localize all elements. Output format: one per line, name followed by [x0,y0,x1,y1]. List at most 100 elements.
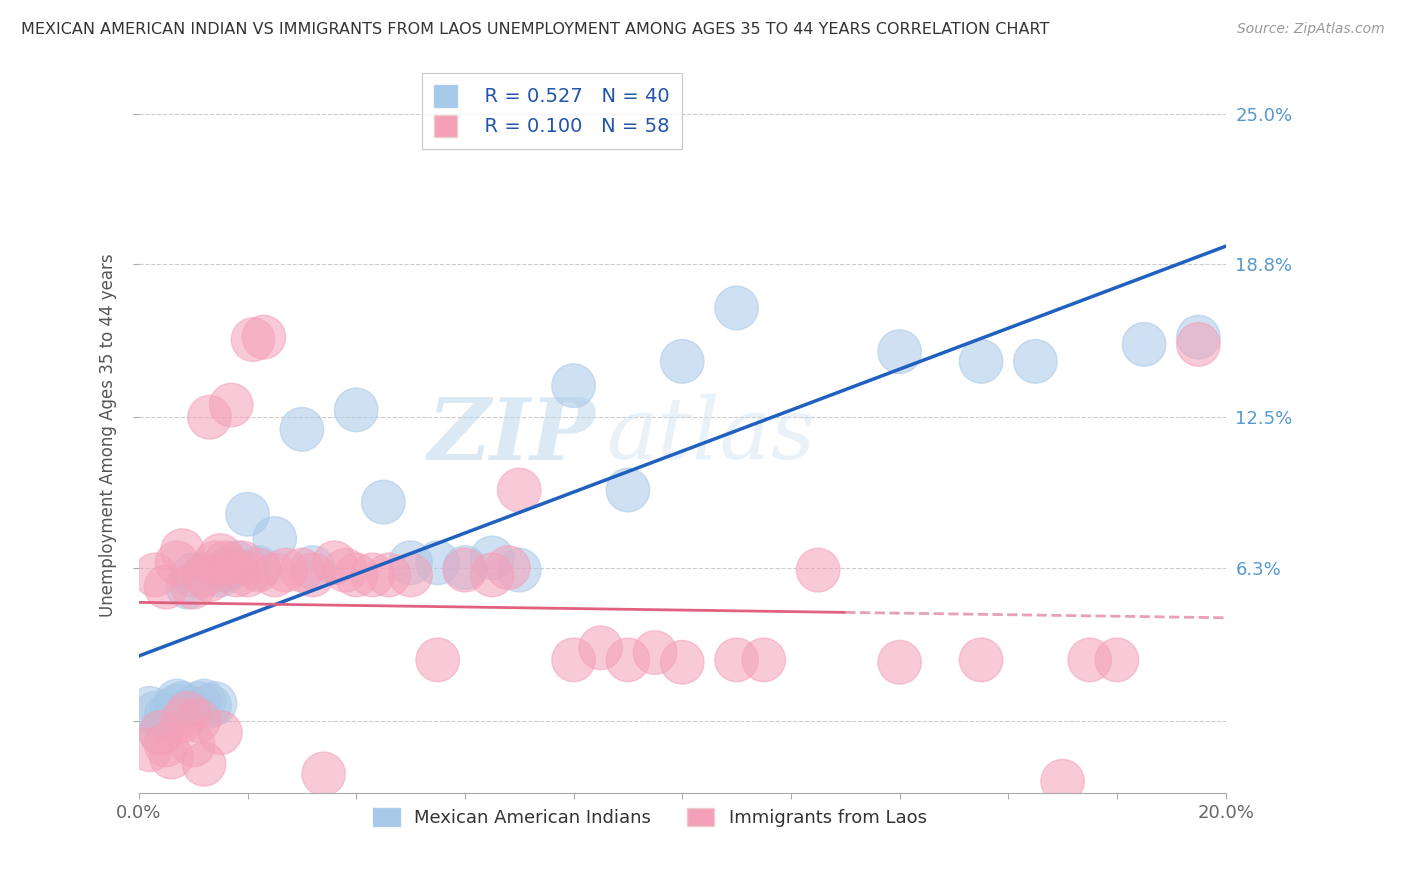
Ellipse shape [128,687,172,731]
Ellipse shape [188,684,231,728]
Ellipse shape [134,691,177,735]
Ellipse shape [416,638,460,681]
Ellipse shape [166,691,209,735]
Ellipse shape [226,492,270,536]
Ellipse shape [172,553,215,597]
Ellipse shape [498,468,541,512]
Ellipse shape [959,638,1002,681]
Ellipse shape [714,286,758,330]
Ellipse shape [443,546,486,590]
Ellipse shape [253,516,297,560]
Ellipse shape [551,638,595,681]
Ellipse shape [796,549,839,592]
Ellipse shape [280,408,323,451]
Text: atlas: atlas [606,394,815,476]
Text: ZIP: ZIP [427,393,595,477]
Ellipse shape [264,549,308,592]
Ellipse shape [335,553,378,597]
Ellipse shape [486,546,530,590]
Ellipse shape [661,340,704,384]
Ellipse shape [226,553,270,597]
Text: MEXICAN AMERICAN INDIAN VS IMMIGRANTS FROM LAOS UNEMPLOYMENT AMONG AGES 35 TO 44: MEXICAN AMERICAN INDIAN VS IMMIGRANTS FR… [21,22,1049,37]
Ellipse shape [714,638,758,681]
Text: Source: ZipAtlas.com: Source: ZipAtlas.com [1237,22,1385,37]
Y-axis label: Unemployment Among Ages 35 to 44 years: Unemployment Among Ages 35 to 44 years [100,253,117,617]
Ellipse shape [236,549,280,592]
Ellipse shape [877,640,921,684]
Ellipse shape [155,680,198,723]
Ellipse shape [352,553,394,597]
Ellipse shape [471,536,513,580]
Ellipse shape [183,742,226,786]
Ellipse shape [312,541,356,584]
Ellipse shape [361,480,405,524]
Ellipse shape [416,541,460,584]
Ellipse shape [323,549,367,592]
Ellipse shape [215,553,259,597]
Ellipse shape [204,541,247,584]
Ellipse shape [188,395,231,439]
Ellipse shape [335,388,378,432]
Ellipse shape [166,566,209,609]
Ellipse shape [204,549,247,592]
Ellipse shape [606,468,650,512]
Ellipse shape [198,533,242,577]
Ellipse shape [209,384,253,427]
Ellipse shape [1069,638,1112,681]
Ellipse shape [193,541,236,584]
Ellipse shape [215,541,259,584]
Ellipse shape [145,566,188,609]
Ellipse shape [155,541,198,584]
Ellipse shape [959,340,1002,384]
Ellipse shape [661,640,704,684]
Ellipse shape [209,546,253,590]
Ellipse shape [221,541,264,584]
Ellipse shape [150,735,193,779]
Ellipse shape [193,681,236,725]
Ellipse shape [139,711,183,755]
Ellipse shape [172,723,215,766]
Ellipse shape [389,553,432,597]
Ellipse shape [236,546,280,590]
Ellipse shape [291,546,335,590]
Ellipse shape [302,752,346,796]
Ellipse shape [1095,638,1139,681]
Ellipse shape [160,681,204,725]
Ellipse shape [198,553,242,597]
Ellipse shape [242,315,285,359]
Ellipse shape [172,687,215,731]
Ellipse shape [1040,759,1084,803]
Ellipse shape [579,626,623,670]
Ellipse shape [471,553,513,597]
Ellipse shape [172,566,215,609]
Ellipse shape [139,711,183,755]
Ellipse shape [128,728,172,772]
Ellipse shape [231,318,274,361]
Ellipse shape [606,638,650,681]
Ellipse shape [177,681,221,725]
Legend: Mexican American Indians, Immigrants from Laos: Mexican American Indians, Immigrants fro… [366,801,934,834]
Ellipse shape [498,549,541,592]
Ellipse shape [367,553,411,597]
Ellipse shape [155,684,198,728]
Ellipse shape [1177,315,1220,359]
Ellipse shape [389,541,432,584]
Ellipse shape [551,364,595,408]
Ellipse shape [134,553,177,597]
Ellipse shape [633,631,676,674]
Ellipse shape [183,680,226,723]
Ellipse shape [291,553,335,597]
Ellipse shape [1122,323,1166,367]
Ellipse shape [188,558,231,601]
Ellipse shape [145,694,188,738]
Ellipse shape [742,638,786,681]
Ellipse shape [443,549,486,592]
Ellipse shape [253,553,297,597]
Ellipse shape [160,529,204,573]
Ellipse shape [1014,340,1057,384]
Ellipse shape [160,698,204,742]
Ellipse shape [280,549,323,592]
Ellipse shape [150,689,193,732]
Ellipse shape [1177,323,1220,367]
Ellipse shape [145,723,188,766]
